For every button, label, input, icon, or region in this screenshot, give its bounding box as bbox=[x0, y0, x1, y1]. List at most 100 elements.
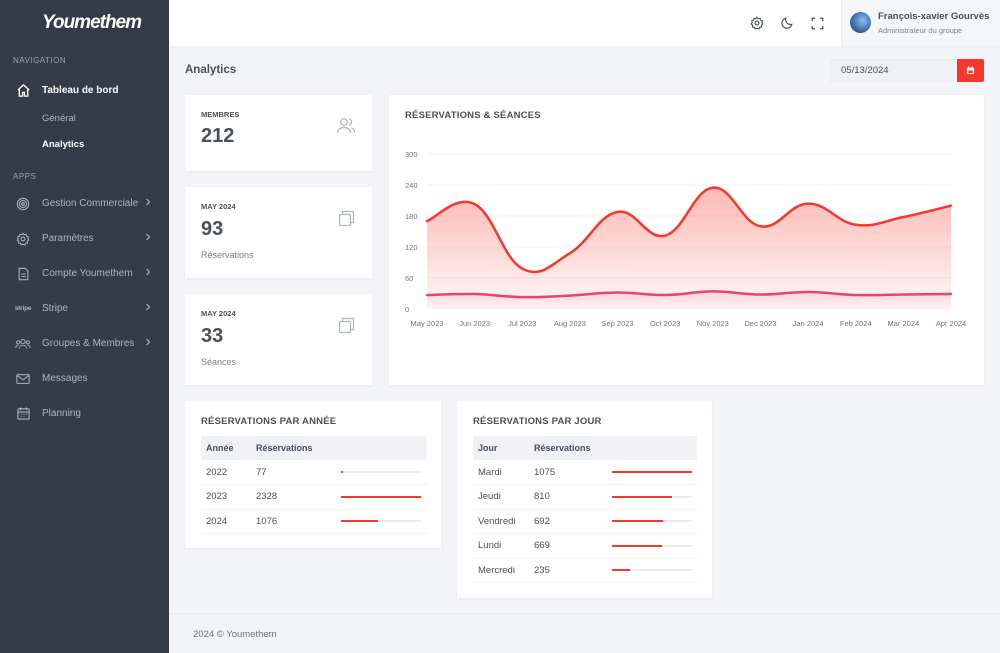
x-tick-label: May 2023 bbox=[411, 319, 444, 328]
sidebar-item-groupes-membres[interactable]: Groupes & Membres bbox=[0, 326, 169, 361]
nav-section-title: NAVIGATION bbox=[13, 56, 67, 65]
user-role: Administrateur du groupe bbox=[878, 26, 963, 35]
sidebar-item-label: Gestion Commerciale bbox=[42, 198, 139, 209]
layers-icon bbox=[338, 316, 356, 337]
progress-fill bbox=[341, 471, 344, 473]
y-tick-label: 180 bbox=[405, 212, 418, 221]
moon-icon[interactable] bbox=[779, 15, 795, 31]
progress-fill bbox=[341, 495, 421, 498]
x-tick-label: Oct 2023 bbox=[650, 319, 680, 328]
sidebar-item-planning[interactable]: Planning bbox=[0, 396, 169, 431]
logo[interactable]: Youmethem bbox=[42, 12, 142, 33]
x-tick-label: Sep 2023 bbox=[601, 319, 633, 328]
stripe-icon-text: stripe bbox=[14, 305, 32, 312]
users-icon bbox=[15, 336, 31, 352]
sidebar-item-gestion-commerciale[interactable]: Gestion Commerciale bbox=[0, 186, 169, 221]
sidebar-item-label: Messages bbox=[42, 373, 88, 384]
sidebar-item-messages[interactable]: Messages bbox=[0, 361, 169, 396]
year-table: Année Réservations 2022 77 2023 2328 2024 107… bbox=[201, 436, 427, 534]
chevron-right-icon bbox=[145, 303, 151, 314]
progress-bar bbox=[341, 495, 421, 498]
table-row: 2024 1076 bbox=[201, 509, 427, 534]
sidebar-item-stripe[interactable]: stripe Stripe bbox=[0, 291, 169, 326]
row-value: 2328 bbox=[251, 484, 336, 510]
stat-label: MAY 2024 bbox=[201, 309, 236, 318]
row-value: 810 bbox=[529, 484, 607, 510]
sidebar-item-compte-youmethem[interactable]: Compte Youmethem bbox=[0, 256, 169, 291]
chevron-right-icon bbox=[145, 233, 151, 244]
table-row: Jeudi 810 bbox=[473, 484, 697, 510]
day-table: Jour Réservations Mardi 1075 Jeudi 810 Vendr… bbox=[473, 436, 697, 583]
progress-fill bbox=[612, 544, 662, 547]
column-header bbox=[336, 436, 427, 460]
column-header: Jour bbox=[473, 436, 529, 460]
sidebar-item-label: Groupes & Membres bbox=[42, 338, 135, 349]
progress-fill bbox=[341, 520, 378, 523]
progress-cell bbox=[607, 484, 697, 510]
date-input[interactable]: 05/13/2024 bbox=[830, 59, 957, 82]
row-label: 2023 bbox=[201, 484, 251, 510]
row-label: Mardi bbox=[473, 460, 529, 485]
page-title: Analytics bbox=[185, 64, 237, 76]
sidebar-subitem-analytics[interactable]: Analytics bbox=[42, 138, 85, 150]
day-table-title: RÉSERVATIONS PAR JOUR bbox=[473, 416, 602, 427]
table-row: Mardi 1075 bbox=[473, 460, 697, 485]
table-row: Vendredi 692 bbox=[473, 509, 697, 534]
calendar-button[interactable] bbox=[957, 59, 984, 82]
x-tick-label: Nov 2023 bbox=[697, 319, 729, 328]
x-tick-label: Jun 2023 bbox=[459, 319, 490, 328]
chart-title: RÉSERVATIONS & SÉANCES bbox=[405, 110, 541, 121]
y-tick-label: 240 bbox=[405, 181, 418, 190]
chevron-right-icon bbox=[145, 338, 151, 349]
sidebar-item-label: Stripe bbox=[42, 303, 69, 314]
row-label: 2024 bbox=[201, 509, 251, 534]
table-row: Mercredi 235 bbox=[473, 558, 697, 583]
footer: 2024 © Youmethem bbox=[169, 613, 1000, 653]
stat-card-sessions: MAY 2024 33 Séances bbox=[185, 294, 372, 385]
chart: 0 60 120 180 240 300 May 2023 Jun 2023 Jul 2023 A… bbox=[405, 150, 966, 328]
layers-icon bbox=[338, 209, 356, 230]
sidebar-subitem-general[interactable]: Général bbox=[42, 112, 76, 124]
x-tick-label: Jul 2023 bbox=[508, 319, 536, 328]
stat-value: 33 bbox=[201, 325, 224, 347]
series-2-line bbox=[425, 290, 953, 299]
chevron-right-icon bbox=[145, 198, 151, 209]
x-tick-label: Apr 2024 bbox=[936, 319, 966, 328]
mail-icon bbox=[15, 371, 31, 387]
progress-cell bbox=[607, 533, 697, 559]
progress-bar bbox=[341, 520, 421, 523]
row-value: 77 bbox=[251, 460, 336, 485]
y-tick-label: 300 bbox=[405, 150, 418, 159]
sidebar-item-label: Planning bbox=[42, 408, 81, 419]
user-menu[interactable]: François-xavier Gourvès Administrateur d… bbox=[841, 0, 1000, 46]
settings-icon[interactable] bbox=[749, 15, 765, 31]
progress-bar bbox=[612, 495, 692, 498]
x-tick-label: Dec 2023 bbox=[744, 319, 776, 328]
progress-fill bbox=[612, 471, 692, 473]
footer-text: 2024 © Youmethem bbox=[193, 629, 277, 640]
x-tick-label: Aug 2023 bbox=[554, 319, 586, 328]
y-tick-label: 120 bbox=[405, 243, 418, 252]
table-row: 2022 77 bbox=[201, 460, 427, 485]
series-1-line bbox=[425, 186, 953, 274]
row-label: Jeudi bbox=[473, 484, 529, 510]
stat-card-members: MEMBRES 212 bbox=[185, 95, 372, 171]
sidebar-item-dashboard[interactable]: Tableau de bord bbox=[0, 75, 169, 105]
progress-bar bbox=[612, 471, 692, 473]
series-1-area bbox=[427, 187, 951, 309]
stat-value: 93 bbox=[201, 218, 224, 240]
row-label: Vendredi bbox=[473, 509, 529, 534]
progress-bar bbox=[612, 544, 692, 547]
user-name: François-xavier Gourvès bbox=[878, 11, 990, 22]
y-tick-label: 0 bbox=[405, 305, 409, 314]
sidebar-item-label: Paramètres bbox=[42, 233, 94, 244]
sidebar-item-label: Tableau de bord bbox=[42, 84, 119, 96]
progress-fill bbox=[612, 520, 664, 523]
stat-label: MAY 2024 bbox=[201, 202, 236, 211]
sidebar-item-paramètres[interactable]: Paramètres bbox=[0, 221, 169, 256]
column-header bbox=[607, 436, 697, 460]
progress-bar bbox=[612, 569, 692, 572]
day-table-card: RÉSERVATIONS PAR JOUR Jour Réservations … bbox=[457, 401, 712, 598]
fullscreen-icon[interactable] bbox=[809, 15, 825, 31]
stat-value: 212 bbox=[201, 125, 235, 147]
